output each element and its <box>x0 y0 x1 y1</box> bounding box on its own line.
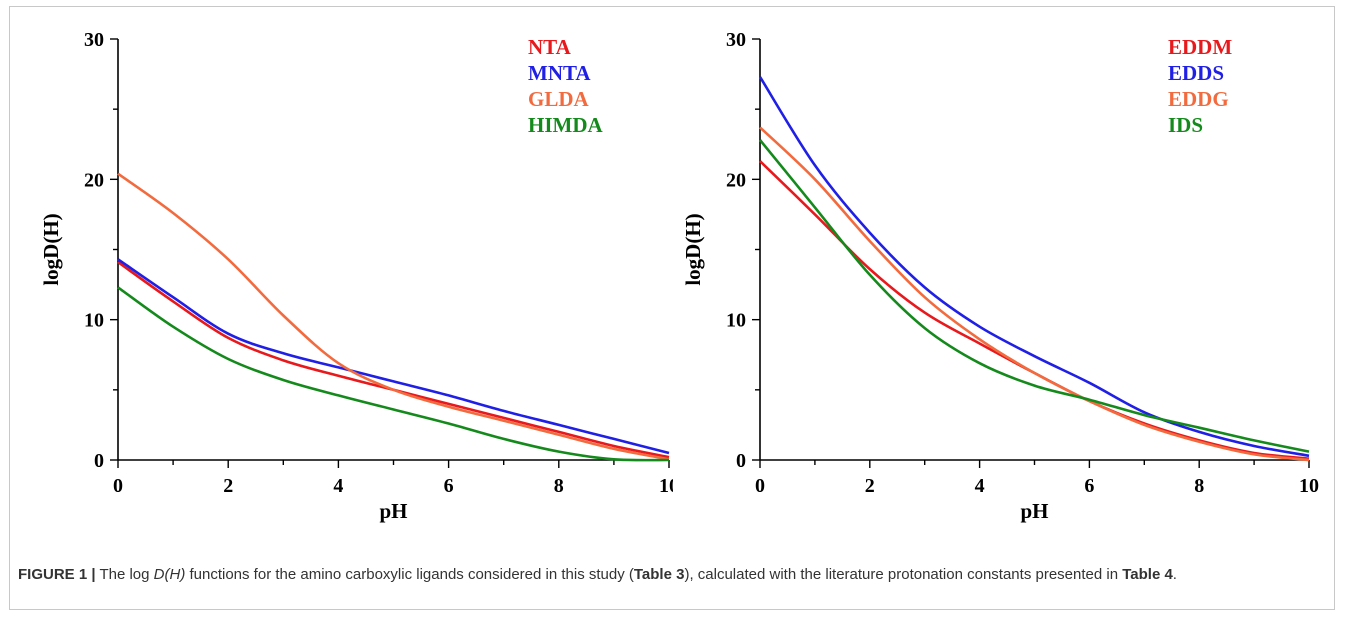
x-tick-label: 0 <box>755 475 765 497</box>
figure-caption: FIGURE 1 | The log D(H) functions for th… <box>18 564 1328 586</box>
x-tick-label: 8 <box>554 475 564 497</box>
series-line-glda <box>117 172 670 461</box>
x-tick-label: 10 <box>659 475 673 497</box>
legend-entry-nta: NTA <box>528 35 572 59</box>
legend-entry-eddm: EDDM <box>1168 35 1232 59</box>
x-tick-label: 0 <box>113 475 123 497</box>
y-tick-label: 0 <box>94 450 104 472</box>
figure-frame <box>9 6 1335 610</box>
caption-italic-term: D(H) <box>153 566 186 583</box>
series-line-eddm <box>759 160 1310 460</box>
x-tick-label: 8 <box>1194 475 1204 497</box>
x-axis-label: pH <box>379 499 407 523</box>
series-line-mnta <box>117 258 670 455</box>
y-axis-label: logD(H) <box>39 213 63 285</box>
legend-entry-glda: GLDA <box>528 87 590 111</box>
legend-entry-mnta: MNTA <box>528 61 591 85</box>
series-line-ids <box>758 139 1310 453</box>
x-tick-label: 4 <box>333 475 343 497</box>
caption-table-ref-link[interactable]: Table 3 <box>633 566 685 583</box>
legend-entry-eddg: EDDG <box>1168 87 1229 111</box>
series-line-edds <box>758 76 1310 458</box>
series-line-himda <box>117 286 670 462</box>
series-line-nta <box>117 261 670 459</box>
legend-entry-ids: IDS <box>1168 113 1203 137</box>
y-tick-label: 30 <box>84 29 104 51</box>
caption-text: . <box>1172 566 1177 583</box>
caption-table-ref-link[interactable]: Table 4 <box>1122 566 1173 583</box>
x-axis-label: pH <box>1020 499 1048 523</box>
y-tick-label: 10 <box>726 310 746 332</box>
y-tick-label: 0 <box>736 450 746 472</box>
y-tick-label: 20 <box>84 169 104 191</box>
x-tick-label: 6 <box>444 475 454 497</box>
x-tick-label: 4 <box>975 475 985 497</box>
y-tick-label: 20 <box>726 169 746 191</box>
caption-text: The log <box>95 566 154 583</box>
caption-text: functions for the amino carboxylic ligan… <box>185 566 634 583</box>
y-axis-label: logD(H) <box>681 213 705 285</box>
x-tick-label: 6 <box>1084 475 1094 497</box>
x-tick-label: 10 <box>1299 475 1319 497</box>
x-tick-label: 2 <box>223 475 233 497</box>
y-tick-label: 30 <box>726 29 746 51</box>
legend-entry-edds: EDDS <box>1168 61 1224 85</box>
caption-text: ), calculated with the literature proton… <box>684 566 1123 583</box>
legend-entry-himda: HIMDA <box>528 113 603 137</box>
x-tick-label: 2 <box>865 475 875 497</box>
caption-figure-label: FIGURE 1 | <box>18 566 96 583</box>
series-line-eddg <box>759 126 1310 462</box>
y-tick-label: 10 <box>84 310 104 332</box>
